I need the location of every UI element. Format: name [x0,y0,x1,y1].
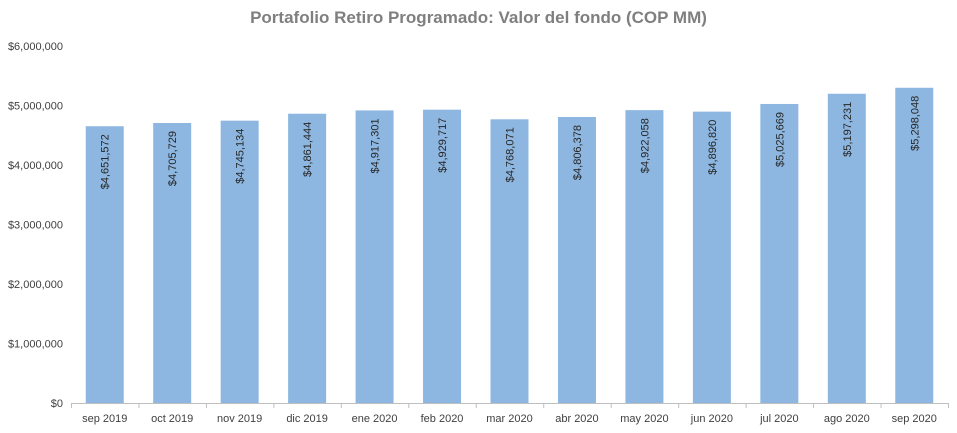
bar [288,113,327,403]
bar-value-label: $4,922,058 [639,118,651,173]
y-tick-label: $3,000,000 [8,220,63,232]
x-tick-label: dic 2019 [286,413,328,425]
y-tick-label: $6,000,000 [8,41,63,53]
bars-group: $4,651,572 $4,705,729 $4,745,134 $4,861,444… [85,87,934,404]
bar [153,123,192,403]
x-tick-label: nov 2019 [217,413,262,425]
x-axis: sep 2019 oct 2019 nov 2019 dic 2019 ene 2020… [71,403,949,425]
bar-value-label: $4,745,134 [235,129,247,184]
x-tick-label: jul 2020 [759,413,799,425]
bar-value-label: $4,917,301 [370,118,382,173]
bar-value-label: $4,806,378 [572,125,584,180]
y-tick-label: $2,000,000 [8,279,63,291]
y-axis: $0 $1,000,000 $2,000,000 $3,000,000 $4,000,0… [8,41,63,410]
bar [625,110,664,404]
bar [85,126,124,403]
bar-value-label: $4,896,820 [707,120,719,175]
y-tick-label: $4,000,000 [8,160,63,172]
x-tick-label: oct 2019 [151,413,193,425]
bar-value-label: $5,197,231 [842,102,854,157]
bar-value-label: $4,768,071 [505,127,517,182]
bar [760,103,799,404]
x-tick-label: sep 2020 [892,413,937,425]
bar-value-label: $4,861,444 [302,122,314,177]
x-tick-label: mar 2020 [486,413,532,425]
bar-value-label: $4,651,572 [100,134,112,189]
chart-title: Portafolio Retiro Programado: Valor del … [250,8,707,27]
bar [895,87,934,403]
bar [827,93,866,403]
x-tick-label: ago 2020 [824,413,870,425]
y-tick-label: $5,000,000 [8,101,63,113]
bar-value-label: $5,298,048 [909,96,921,151]
x-tick-label: may 2020 [620,413,668,425]
y-tick-label: $0 [51,398,63,410]
bar-value-label: $4,705,729 [167,131,179,186]
x-tick-label: jun 2020 [690,413,733,425]
y-tick-label: $1,000,000 [8,339,63,351]
x-tick-label: sep 2019 [82,413,127,425]
bar-value-label: $4,929,717 [437,118,449,173]
bar [220,120,259,404]
bar-value-label: $5,025,669 [774,112,786,167]
bar [692,111,731,403]
x-tick-label: feb 2020 [421,413,464,425]
bar [557,117,596,403]
bar [423,109,462,404]
bar [490,119,529,403]
x-tick-label: ene 2020 [352,413,398,425]
x-tick-label: abr 2020 [555,413,598,425]
bar [355,110,394,403]
